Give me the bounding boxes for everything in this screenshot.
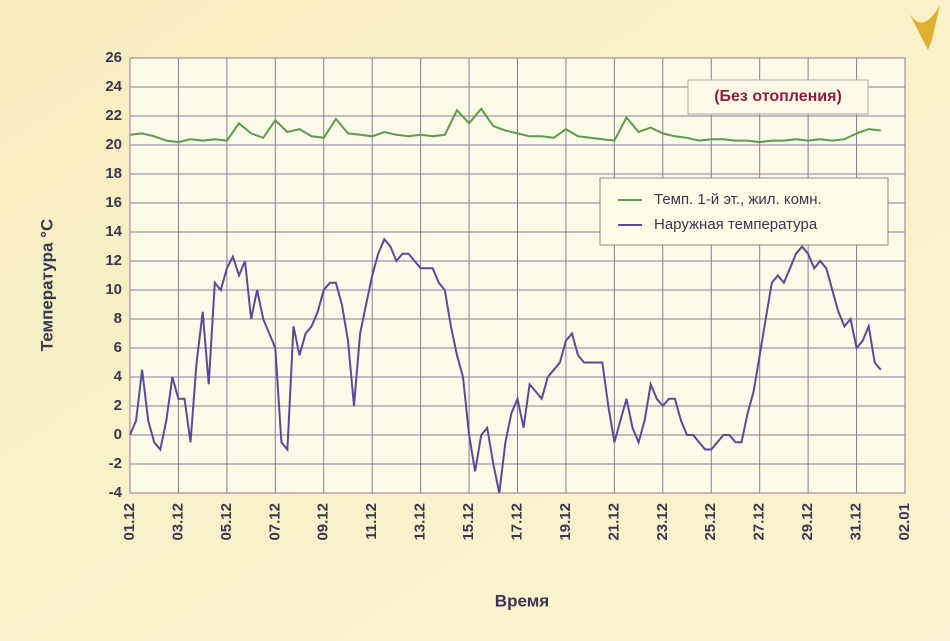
x-tick-label: 03.12 bbox=[169, 503, 186, 541]
annotation: (Без отопления) bbox=[714, 88, 842, 105]
x-tick-label: 29.12 bbox=[799, 503, 816, 541]
x-tick-label: 09.12 bbox=[315, 503, 332, 541]
y-axis-label: Температура °C bbox=[37, 219, 56, 352]
y-tick-label: 12 bbox=[105, 252, 122, 269]
y-tick-label: 8 bbox=[114, 310, 122, 327]
x-tick-label: 15.12 bbox=[460, 503, 477, 541]
logo bbox=[905, 5, 940, 50]
legend-label: Наружная температура bbox=[654, 216, 818, 233]
y-tick-label: 24 bbox=[105, 78, 122, 95]
x-tick-label: 23.12 bbox=[654, 503, 671, 541]
x-tick-label: 01.12 bbox=[121, 503, 138, 541]
x-tick-label: 05.12 bbox=[218, 503, 235, 541]
annotation-box bbox=[687, 79, 869, 115]
y-tick-label: -2 bbox=[109, 455, 122, 472]
y-tick-label: 16 bbox=[105, 194, 122, 211]
x-tick-label: 02.01 bbox=[896, 503, 913, 541]
y-tick-label: 6 bbox=[114, 339, 122, 356]
x-tick-label: 27.12 bbox=[751, 503, 768, 541]
x-tick-label: 11.12 bbox=[363, 503, 380, 540]
y-tick-label: 20 bbox=[105, 136, 122, 153]
y-tick-label: 26 bbox=[105, 49, 122, 66]
y-tick-label: 0 bbox=[114, 426, 122, 443]
legend bbox=[599, 177, 889, 246]
y-tick-label: 22 bbox=[105, 107, 122, 124]
y-tick-label: -4 bbox=[109, 484, 123, 501]
x-axis-label: Время bbox=[495, 591, 549, 610]
y-tick-label: 4 bbox=[114, 368, 123, 385]
y-tick-label: 10 bbox=[105, 281, 122, 298]
legend-label: Темп. 1-й эт., жил. комн. bbox=[654, 191, 822, 208]
y-tick-label: 14 bbox=[105, 223, 122, 240]
x-tick-label: 19.12 bbox=[557, 503, 574, 541]
x-tick-label: 25.12 bbox=[702, 503, 719, 541]
y-tick-label: 18 bbox=[105, 165, 122, 182]
x-tick-label: 17.12 bbox=[508, 503, 525, 541]
x-tick-label: 07.12 bbox=[266, 503, 283, 541]
line bbox=[129, 237, 882, 494]
line bbox=[129, 107, 881, 144]
y-tick-label: 2 bbox=[114, 397, 122, 414]
x-tick-label: 31.12 bbox=[848, 503, 865, 541]
x-tick-label: 13.12 bbox=[412, 503, 429, 541]
x-tick-label: 21.12 bbox=[605, 503, 622, 541]
